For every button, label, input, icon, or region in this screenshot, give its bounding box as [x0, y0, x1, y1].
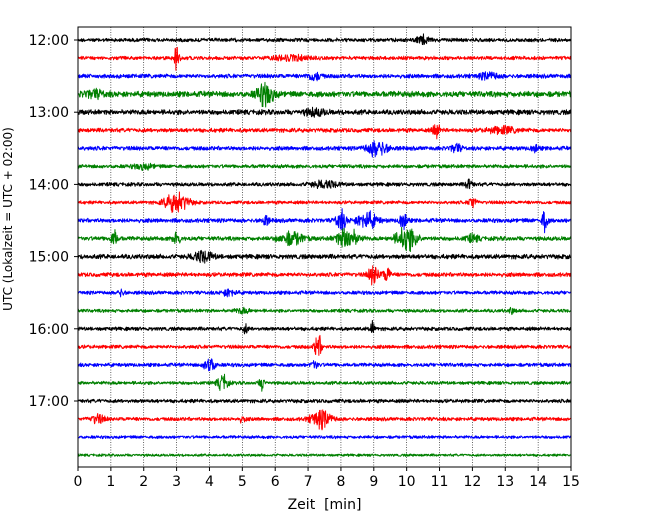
x-tick-label-7: 7: [304, 474, 313, 490]
x-tick-label-9: 9: [369, 474, 378, 490]
trace-1215: [77, 46, 572, 71]
trace-1500: [77, 249, 572, 264]
x-tick-label-0: 0: [74, 474, 83, 490]
trace-series: [77, 33, 572, 457]
trace-1230: [77, 71, 572, 82]
x-tick-label-12: 12: [463, 474, 481, 490]
x-tick-label-6: 6: [271, 474, 280, 490]
trace-1515: [77, 265, 572, 286]
plot-frame: [77, 26, 572, 468]
x-axis-title: Zeit [min]: [288, 497, 362, 513]
x-tick-label-1: 1: [106, 474, 115, 490]
x-tick-label-10: 10: [398, 474, 416, 490]
x-tick-label-8: 8: [336, 474, 345, 490]
x-axis-ticks: 0 1 2 3 4 5 6 7 8 9 10 11 12 13 14 15: [74, 467, 580, 490]
x-tick-label-14: 14: [529, 474, 547, 490]
trace-1430: [77, 208, 572, 234]
trace-1615: [77, 334, 572, 356]
y-tick-label-3: 15:00: [29, 250, 69, 266]
trace-1700: [77, 398, 572, 404]
y-tick-label-1: 13:00: [29, 105, 69, 121]
trace-1200: [77, 33, 572, 46]
x-tick-label-3: 3: [172, 474, 181, 490]
x-tick-label-11: 11: [431, 474, 449, 490]
x-tick-label-4: 4: [205, 474, 214, 490]
y-tick-label-5: 17:00: [29, 394, 69, 410]
x-tick-label-5: 5: [238, 474, 247, 490]
trace-1245: [77, 81, 572, 108]
trace-1630: [77, 358, 572, 372]
trace-1330: [77, 140, 572, 158]
trace-1415: [77, 191, 572, 214]
trace-1445: [77, 226, 572, 252]
trace-1300: [77, 106, 572, 118]
trace-1730: [77, 435, 572, 440]
trace-1530: [77, 288, 572, 298]
y-axis-title: UTC (Lokalzeit = UTC + 02:00): [1, 127, 15, 311]
trace-1715: [77, 409, 572, 431]
trace-1545: [77, 306, 572, 316]
x-tick-label-2: 2: [139, 474, 148, 490]
trace-1745: [77, 453, 572, 457]
x-tick-label-13: 13: [496, 474, 514, 490]
vertical-gridlines: [110, 27, 539, 467]
trace-1315: [77, 124, 572, 140]
trace-1600: [77, 319, 572, 335]
y-axis-ticks: 12:00 13:00 14:00 15:00 16:00 17:00: [29, 33, 78, 410]
y-tick-label-0: 12:00: [29, 33, 69, 49]
trace-1645: [77, 373, 572, 392]
y-tick-label-4: 16:00: [29, 322, 69, 338]
trace-1400: [77, 178, 572, 190]
x-tick-label-15: 15: [562, 474, 580, 490]
trace-1345: [77, 162, 572, 171]
y-tick-label-2: 14:00: [29, 177, 69, 193]
